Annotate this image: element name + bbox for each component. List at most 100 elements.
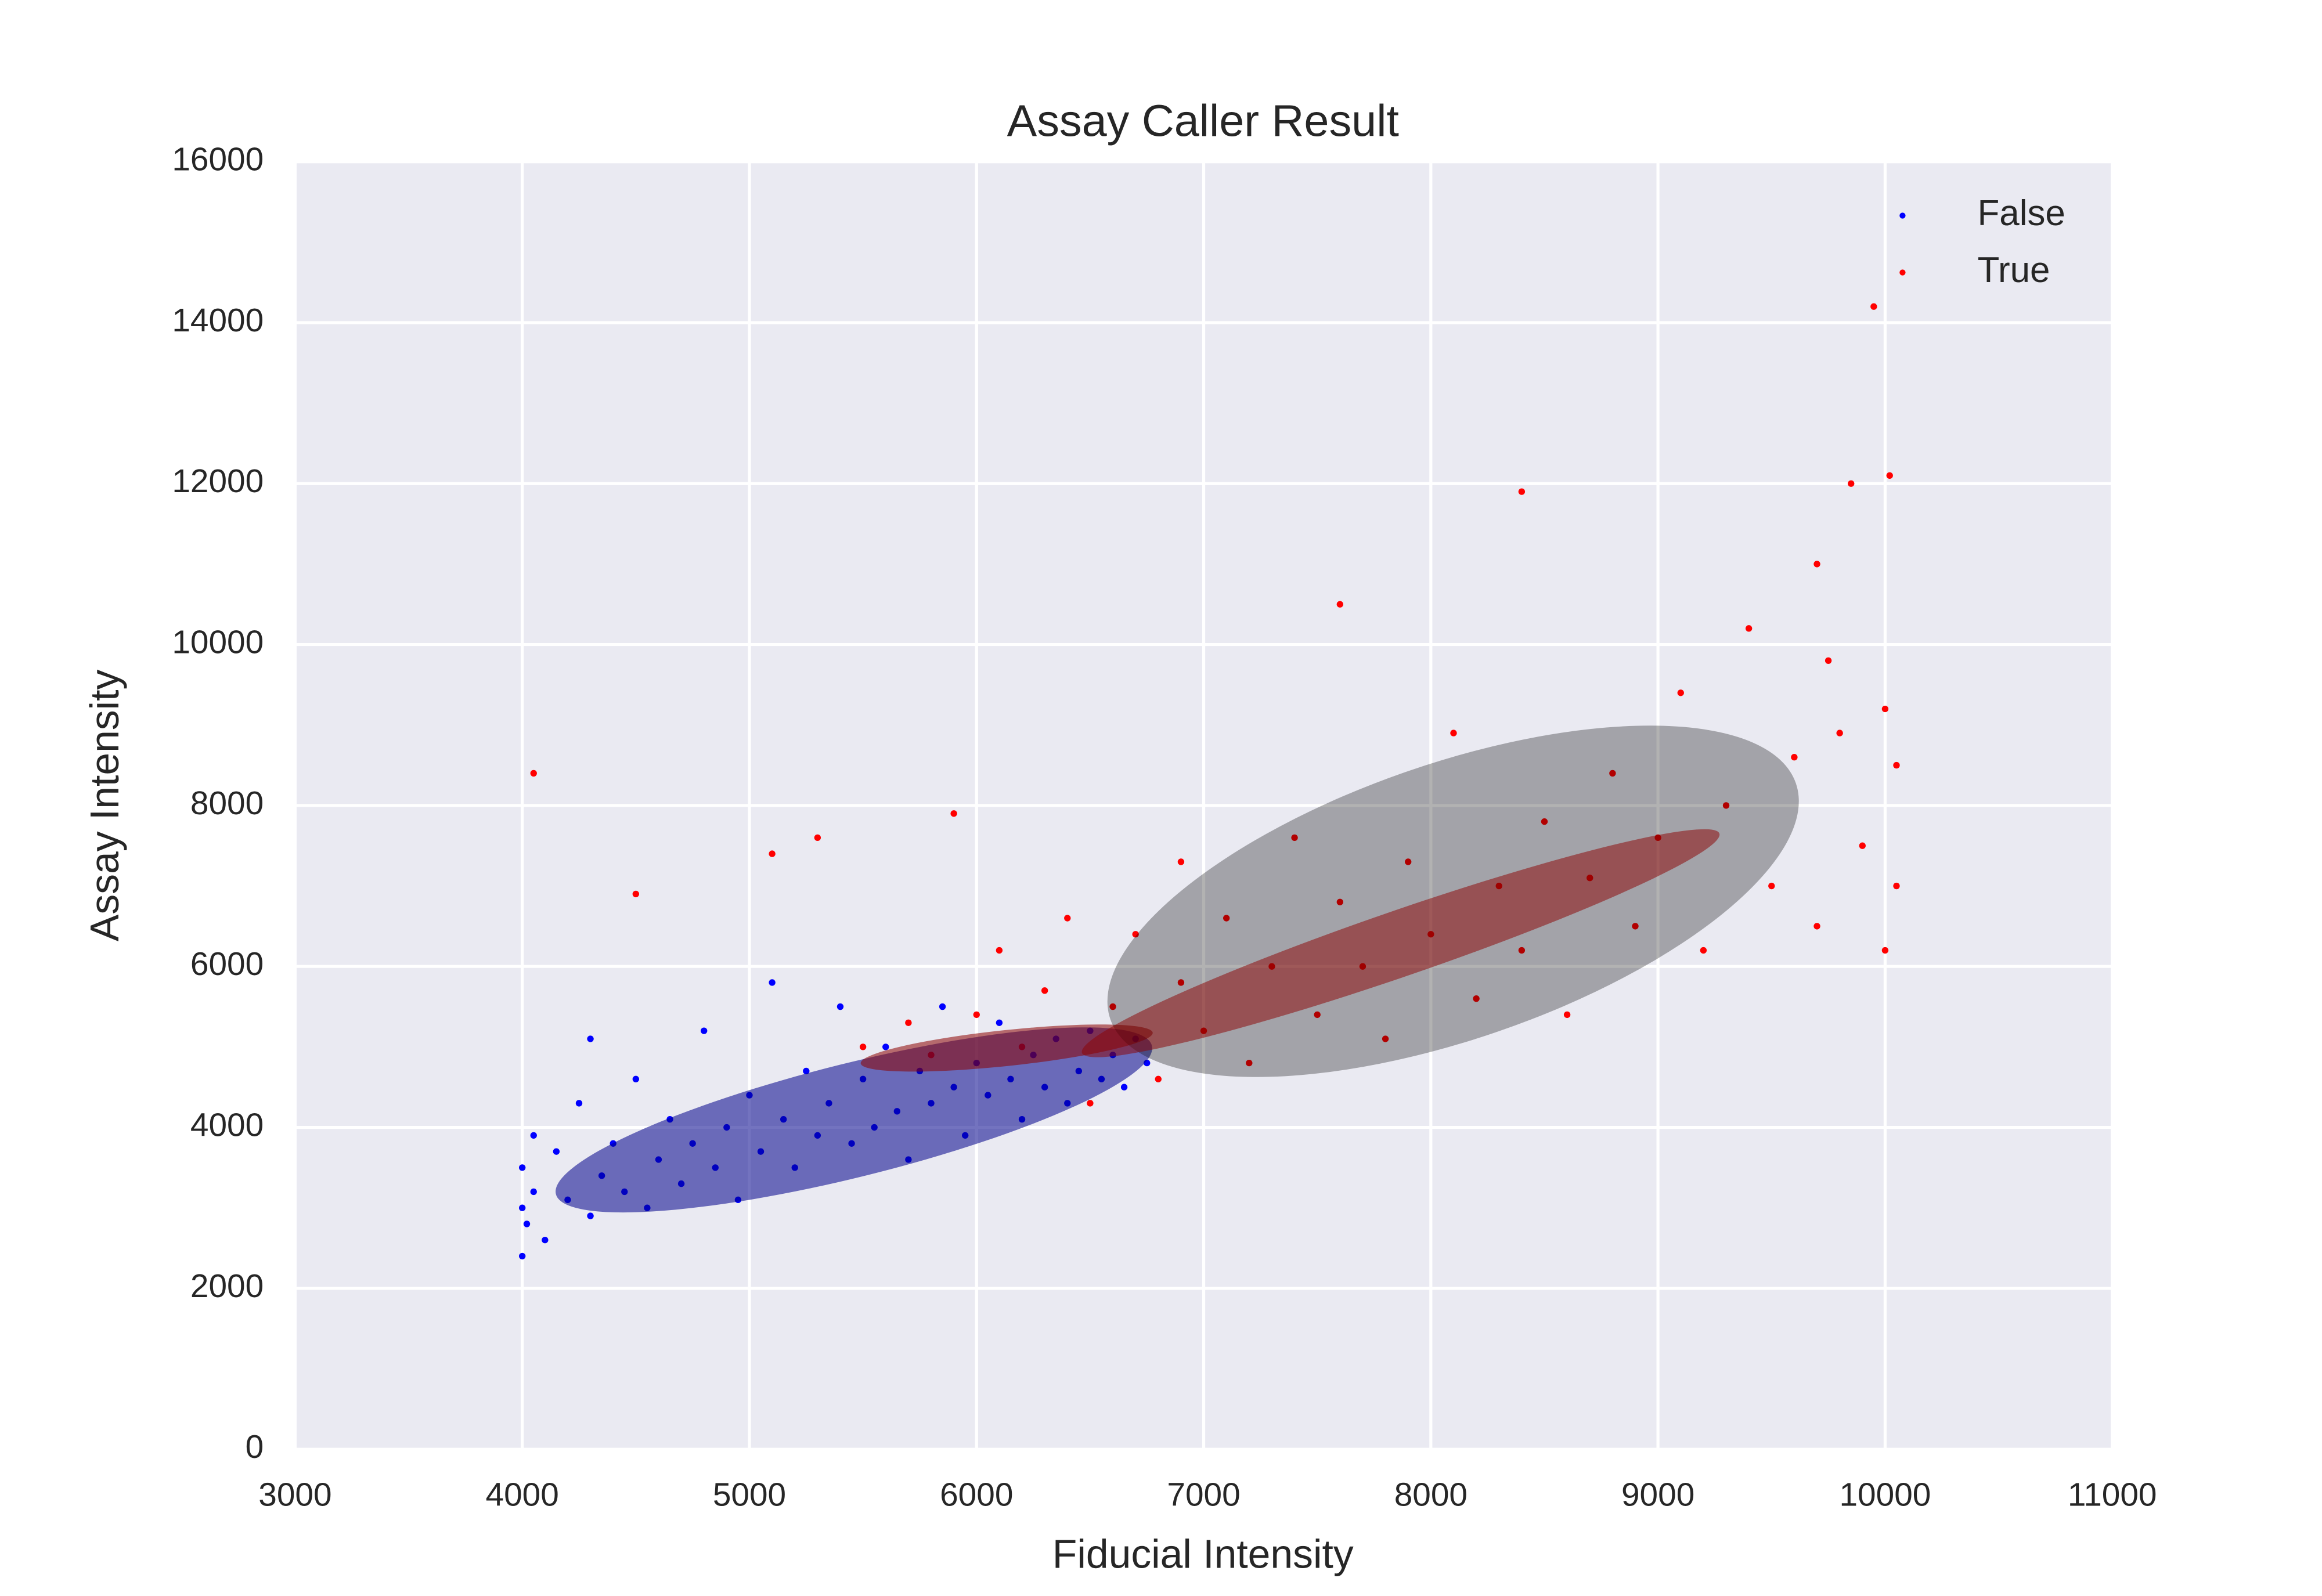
x-tick-label: 10000 xyxy=(1839,1477,1931,1514)
y-tick-label: 4000 xyxy=(190,1107,264,1144)
point xyxy=(1177,858,1185,865)
y-tick-label: 12000 xyxy=(172,463,264,500)
point xyxy=(1791,754,1798,761)
point xyxy=(1223,915,1230,922)
point xyxy=(1768,882,1775,890)
point xyxy=(575,1100,583,1107)
false-ellipse xyxy=(556,1027,1152,1213)
x-tick-label: 9000 xyxy=(1621,1477,1694,1514)
point xyxy=(1813,561,1820,568)
y-tick-label: 2000 xyxy=(190,1268,264,1305)
legend-label: False xyxy=(1977,193,2065,233)
point xyxy=(1632,923,1639,930)
point xyxy=(1836,730,1843,736)
point xyxy=(553,1148,560,1155)
point xyxy=(1609,770,1616,777)
point xyxy=(803,1067,810,1075)
point xyxy=(1246,1059,1253,1067)
y-tick-label: 10000 xyxy=(172,624,264,661)
point xyxy=(530,770,537,777)
x-tick-label: 5000 xyxy=(713,1477,786,1514)
point xyxy=(1518,488,1526,495)
point xyxy=(530,1132,537,1139)
point xyxy=(996,1019,1003,1026)
point xyxy=(939,1003,946,1010)
x-tick-label: 8000 xyxy=(1394,1477,1468,1514)
point xyxy=(1745,625,1753,632)
point xyxy=(587,1035,594,1042)
point xyxy=(1700,947,1707,954)
point xyxy=(632,890,639,898)
x-tick-label: 7000 xyxy=(1167,1477,1240,1514)
point xyxy=(882,1043,889,1050)
point xyxy=(1825,657,1832,664)
point xyxy=(1041,987,1048,994)
true-inner-ellipse xyxy=(860,1024,1153,1072)
point xyxy=(523,1221,531,1227)
point xyxy=(1518,947,1526,954)
point xyxy=(1541,818,1548,825)
y-tick-label: 0 xyxy=(246,1429,264,1465)
point xyxy=(1336,898,1343,905)
point xyxy=(1881,705,1889,713)
point xyxy=(1886,472,1893,479)
point xyxy=(542,1236,549,1244)
legend-marker xyxy=(1899,212,1906,219)
x-tick-label: 6000 xyxy=(940,1477,1013,1514)
point xyxy=(1291,834,1298,842)
point xyxy=(1881,947,1889,954)
point xyxy=(1859,842,1866,849)
x-axis-label: Fiducial Intensity xyxy=(1052,1531,1354,1576)
point xyxy=(1132,931,1139,938)
point xyxy=(518,1204,526,1211)
point xyxy=(1450,730,1457,736)
point xyxy=(996,947,1003,954)
point xyxy=(632,1075,639,1083)
x-tick-label: 3000 xyxy=(258,1477,331,1514)
point xyxy=(905,1019,912,1026)
point xyxy=(1314,1011,1321,1019)
point xyxy=(950,810,957,817)
point xyxy=(1336,601,1343,608)
x-tick-label: 11000 xyxy=(2068,1477,2157,1514)
point xyxy=(859,1043,867,1050)
point xyxy=(814,834,821,842)
point xyxy=(1722,802,1730,809)
legend-marker xyxy=(1899,269,1906,276)
point xyxy=(1677,689,1684,696)
point xyxy=(701,1027,708,1034)
point xyxy=(1870,303,1877,310)
fit-ellipses xyxy=(556,725,1799,1213)
point xyxy=(587,1212,594,1219)
point xyxy=(1155,1075,1162,1083)
true-core-ellipse xyxy=(1081,829,1720,1057)
point xyxy=(1848,480,1855,487)
point xyxy=(973,1011,980,1019)
y-tick-label: 6000 xyxy=(190,946,264,983)
point xyxy=(1813,923,1820,930)
point xyxy=(1064,915,1071,922)
y-axis-label: Assay Intensity xyxy=(82,670,127,942)
point xyxy=(1893,882,1900,890)
point xyxy=(1405,858,1412,865)
grid xyxy=(293,160,2114,1451)
y-tick-label: 14000 xyxy=(172,302,264,339)
chart-title: Assay Caller Result xyxy=(1007,96,1399,146)
point xyxy=(1120,1084,1128,1091)
point xyxy=(1473,995,1480,1002)
point xyxy=(1109,1003,1116,1010)
point xyxy=(769,979,776,986)
y-tick-label: 16000 xyxy=(172,142,264,178)
point xyxy=(1382,1035,1389,1042)
point xyxy=(1563,1011,1571,1019)
point xyxy=(769,850,776,857)
point xyxy=(1177,979,1185,986)
x-tick-label: 4000 xyxy=(486,1477,559,1514)
point xyxy=(530,1188,537,1196)
point xyxy=(518,1164,526,1171)
point xyxy=(1087,1100,1094,1107)
y-tick-label: 8000 xyxy=(190,785,264,822)
legend-label: True xyxy=(1977,250,2050,290)
